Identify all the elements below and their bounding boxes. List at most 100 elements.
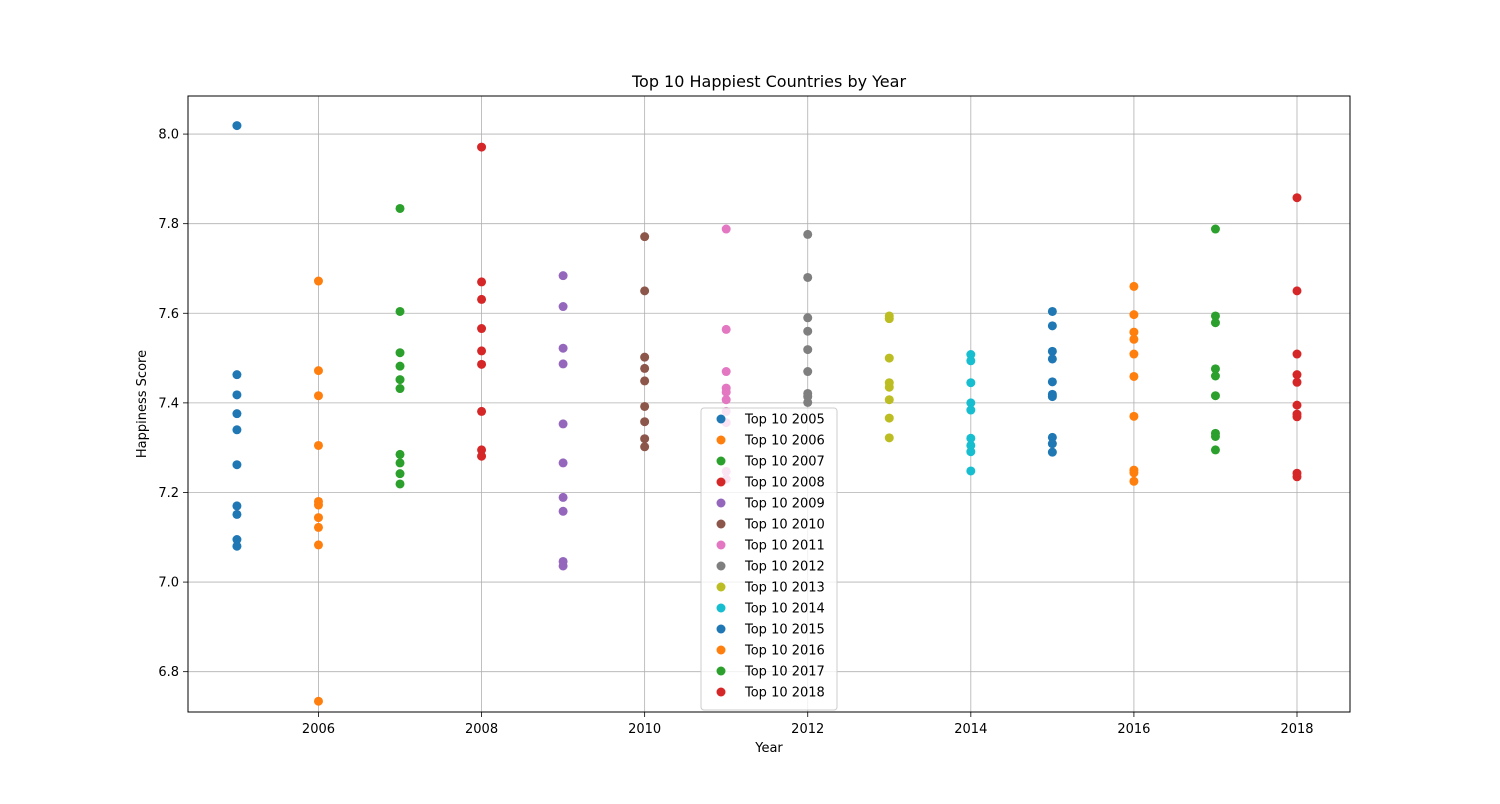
x-tick-label: 2008 [465,722,498,737]
data-point [1047,321,1057,331]
data-point [1292,286,1302,296]
y-tick-label: 7.2 [158,486,179,501]
legend-label: Top 10 2016 [744,644,825,659]
data-point [395,203,405,213]
data-point [395,458,405,468]
data-point [1129,371,1139,381]
data-point [313,522,323,532]
data-point [966,466,976,476]
x-tick-label: 2012 [791,722,824,737]
data-point [313,440,323,450]
data-point [966,349,976,359]
data-point [1047,306,1057,316]
data-point [558,492,568,502]
data-point [477,277,487,287]
data-point [558,271,568,281]
data-point [1047,354,1057,364]
legend-label: Top 10 2013 [744,581,825,596]
legend-marker [716,435,726,445]
data-point [1129,334,1139,344]
legend-label: Top 10 2005 [744,413,825,428]
data-point [803,397,813,407]
data-point [313,513,323,523]
data-point [477,294,487,304]
data-point [640,434,650,444]
data-point [966,356,976,366]
legend: Top 10 2005 Top 10 2006 Top 10 2007 Top 10 … [700,407,838,711]
x-tick-label: 2016 [1117,722,1150,737]
data-point [966,398,976,408]
data-point [477,445,487,455]
plot-area-frame [187,95,1351,713]
data-point [1129,310,1139,320]
data-point [884,395,894,405]
data-point [232,370,242,380]
data-point [558,458,568,468]
data-point [1129,349,1139,359]
data-point [558,561,568,571]
legend-label: Top 10 2006 [744,434,825,449]
data-point [313,696,323,706]
data-point [1129,411,1139,421]
legend-marker [716,519,726,529]
data-point [558,419,568,429]
data-point [640,376,650,386]
data-point [477,359,487,369]
legend-label: Top 10 2015 [744,623,825,638]
data-point [1292,472,1302,482]
data-point [640,417,650,427]
legend-label: Top 10 2009 [744,497,825,512]
legend-label: Top 10 2014 [744,602,825,617]
chart-title: Top 10 Happiest Countries by Year [631,72,906,91]
data-point [1292,349,1302,359]
data-point [1129,468,1139,478]
data-point [1129,476,1139,486]
data-point [232,460,242,470]
data-point [232,425,242,435]
data-point [395,348,405,358]
legend-marker [716,687,726,697]
data-point [884,382,894,392]
data-point [1047,392,1057,402]
data-point [640,286,650,296]
data-point [477,142,487,152]
data-point [1210,371,1220,381]
data-point [884,413,894,423]
data-point [1210,318,1220,328]
data-point [721,324,731,334]
legend-marker [716,666,726,676]
data-point [1047,377,1057,387]
data-point [232,535,242,545]
data-point [477,324,487,334]
data-point [640,401,650,411]
legend-marker [716,603,726,613]
legend-label: Top 10 2017 [744,665,825,680]
data-point [884,433,894,443]
data-point [395,384,405,394]
data-point [1210,224,1220,234]
data-point [966,378,976,388]
y-tick-label: 7.4 [158,396,179,411]
data-point [721,387,731,397]
data-point [966,447,976,457]
data-point [803,345,813,355]
data-point [313,540,323,550]
data-point [640,232,650,242]
data-point [477,451,487,461]
data-point [1210,431,1220,441]
data-point [232,509,242,519]
y-tick-label: 7.0 [158,576,179,591]
x-tick-label: 2006 [302,722,335,737]
legend-marker [716,624,726,634]
data-point [1292,412,1302,422]
data-point [558,343,568,353]
data-point [395,306,405,316]
data-point [558,302,568,312]
data-point [1210,445,1220,455]
legend-label: Top 10 2007 [744,455,825,470]
x-tick-label: 2018 [1280,722,1313,737]
data-point [1047,346,1057,356]
y-tick-label: 6.8 [158,665,179,680]
data-point [640,442,650,452]
y-tick-label: 7.8 [158,217,179,232]
